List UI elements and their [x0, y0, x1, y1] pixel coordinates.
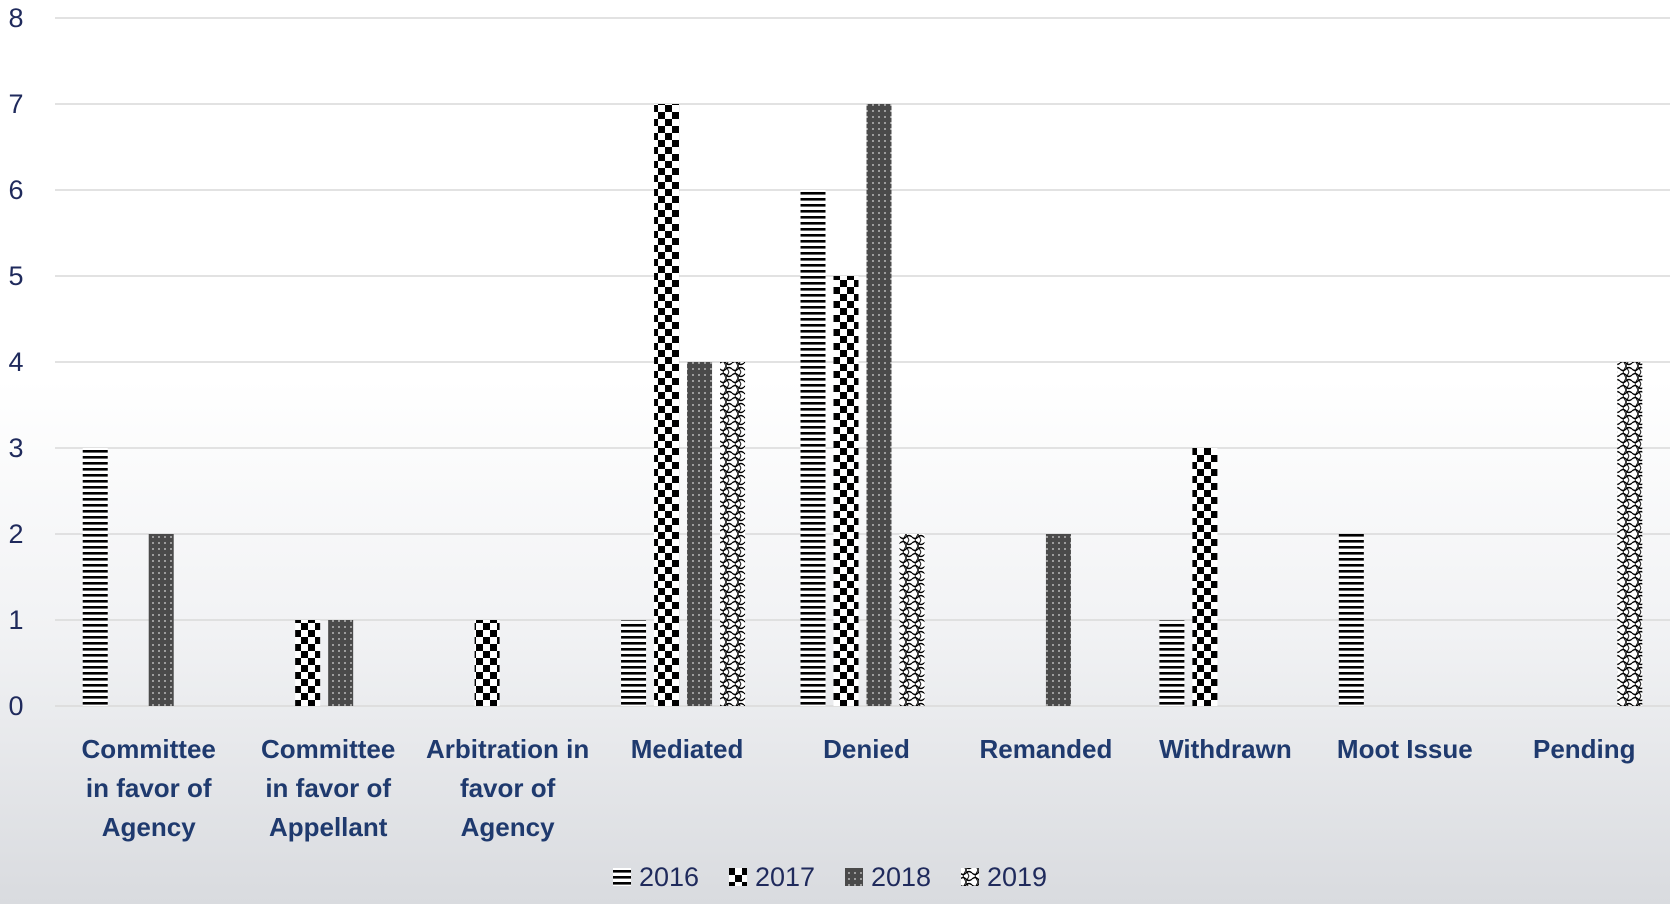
y-tick-label: 1 — [8, 605, 23, 635]
category-label: Remanded — [979, 734, 1112, 764]
category-label: Denied — [823, 734, 910, 764]
category-label: Moot Issue — [1337, 734, 1473, 764]
bar-2016-4 — [621, 620, 647, 706]
y-tick-label: 3 — [8, 433, 23, 463]
gridlines — [55, 17, 1670, 707]
y-axis-ticks: 0 1 2 3 4 5 6 7 8 — [8, 3, 23, 721]
legend-swatch — [845, 868, 863, 886]
y-tick-label: 4 — [8, 347, 23, 377]
x-axis-categories: Committee in favor of Agency Committee in fa… — [82, 734, 1636, 842]
legend-swatch — [961, 868, 979, 886]
bar-2017-4 — [654, 104, 680, 706]
bars — [82, 104, 1643, 706]
category-label: Committee in favor of Appellant — [261, 734, 395, 842]
category-label: Mediated — [631, 734, 744, 764]
bar-2019-5 — [899, 534, 925, 706]
legend-swatch — [729, 868, 747, 886]
legend-item-2018: 2018 — [845, 862, 931, 892]
legend-swatch — [613, 868, 631, 886]
bar-2016-5 — [800, 190, 826, 706]
legend-label: 2018 — [871, 862, 931, 892]
category-label: Withdrawn — [1159, 734, 1292, 764]
bar-2016-1 — [82, 448, 108, 706]
bar-2018-5 — [866, 104, 892, 706]
y-tick-label: 5 — [8, 261, 23, 291]
bar-2017-5 — [833, 276, 859, 706]
y-tick-label: 2 — [8, 519, 23, 549]
bar-2019-4 — [720, 362, 746, 706]
bar-2016-7 — [1159, 620, 1185, 706]
y-tick-label: 7 — [8, 89, 23, 119]
bar-2018-1 — [148, 534, 174, 706]
bar-2017-2 — [295, 620, 321, 706]
legend-label: 2017 — [755, 862, 815, 892]
bar-2018-2 — [328, 620, 354, 706]
y-tick-label: 0 — [8, 691, 23, 721]
category-label: Committee in favor of Agency — [82, 734, 216, 842]
legend-item-2019: 2019 — [961, 862, 1047, 892]
bar-2016-8 — [1338, 534, 1364, 706]
legend-item-2017: 2017 — [729, 862, 815, 892]
bar-2018-6 — [1045, 534, 1071, 706]
bar-2017-3 — [474, 620, 500, 706]
bar-2017-7 — [1192, 448, 1218, 706]
y-tick-label: 6 — [8, 175, 23, 205]
category-label: Pending — [1533, 734, 1636, 764]
legend-label: 2019 — [987, 862, 1047, 892]
y-tick-label: 8 — [8, 3, 23, 33]
category-label: Arbitration in favor of Agency — [426, 734, 589, 842]
legend: 2016 2017 2018 2019 — [613, 862, 1047, 892]
bar-2018-4 — [687, 362, 713, 706]
legend-item-2016: 2016 — [613, 862, 699, 892]
bar-2019-9 — [1617, 362, 1643, 706]
legend-label: 2016 — [639, 862, 699, 892]
